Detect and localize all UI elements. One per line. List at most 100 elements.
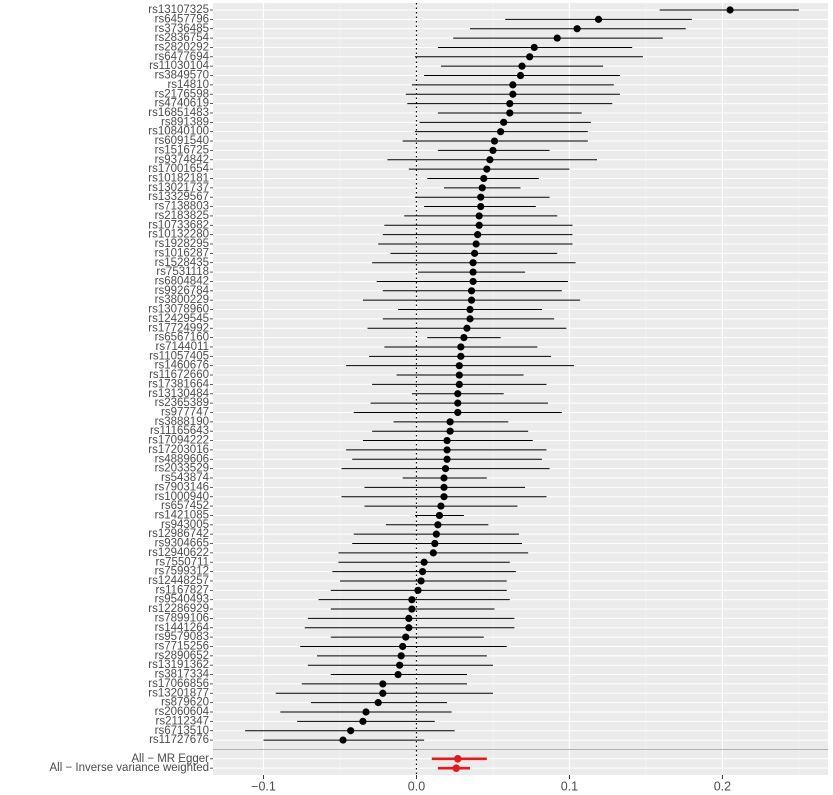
row-label: rs1016287 — [155, 247, 209, 259]
point-estimate — [443, 455, 451, 463]
row-label: rs16851483 — [148, 107, 209, 119]
row-label: rs7144011 — [156, 341, 210, 353]
point-estimate — [518, 62, 526, 70]
point-estimate — [526, 53, 534, 61]
point-estimate — [414, 586, 422, 594]
summary-estimate — [452, 764, 461, 772]
point-estimate — [471, 249, 479, 257]
x-tick-label: 0.2 — [714, 779, 731, 793]
row-label: rs1441264 — [155, 622, 210, 634]
point-estimate — [726, 6, 734, 14]
row-label: rs13329567 — [148, 191, 209, 203]
row-label: rs6567160 — [155, 332, 209, 344]
row-label: rs2112347 — [156, 715, 210, 727]
row-label: rs9579083 — [155, 631, 209, 643]
row-label: rs657452 — [161, 500, 209, 512]
point-estimate — [454, 408, 462, 417]
point-estimate — [443, 436, 451, 445]
point-estimate — [362, 708, 370, 716]
point-estimate — [516, 71, 525, 80]
point-estimate — [475, 221, 483, 229]
row-label: rs977747 — [161, 407, 209, 419]
row-label: rs4740619 — [155, 98, 209, 110]
point-estimate — [359, 717, 367, 725]
point-estimate — [460, 334, 468, 342]
row-label: rs7715256 — [155, 641, 209, 653]
row-label: rs7903146 — [155, 481, 209, 493]
row-label: rs9540493 — [155, 594, 209, 606]
point-estimate — [405, 614, 413, 623]
x-tick-label: 0.1 — [561, 779, 578, 793]
row-label: rs9926784 — [155, 285, 210, 297]
row-label: rs943005 — [161, 519, 209, 531]
point-estimate — [420, 558, 428, 566]
summary-label: All − Inverse variance weighted — [50, 762, 210, 774]
point-estimate — [440, 474, 448, 482]
row-label: rs13191362 — [148, 659, 209, 671]
row-label: rs13130484 — [148, 388, 209, 400]
point-estimate — [454, 390, 462, 398]
row-label: rs13107325 — [148, 4, 209, 16]
point-estimate — [379, 680, 387, 688]
row-label: rs3849570 — [155, 70, 209, 82]
point-estimate — [463, 324, 471, 332]
point-estimate — [455, 371, 463, 379]
point-estimate — [478, 184, 486, 192]
row-label: rs13201877 — [148, 687, 209, 699]
row-label: rs11057405 — [149, 350, 209, 362]
row-label: rs1167827 — [156, 584, 210, 596]
point-estimate — [506, 100, 514, 108]
point-estimate — [475, 212, 483, 220]
row-label: rs11727676 — [149, 734, 209, 746]
row-label: rs1460676 — [155, 360, 209, 372]
point-estimate — [408, 596, 416, 604]
point-estimate — [443, 446, 451, 454]
row-label: rs10132280 — [148, 229, 209, 241]
row-label: rs10733682 — [148, 219, 209, 231]
row-label: rs17094222 — [148, 435, 209, 447]
point-estimate — [489, 146, 497, 154]
point-estimate — [477, 193, 485, 201]
panel-background — [213, 3, 828, 775]
row-label: rs1528435 — [155, 257, 209, 269]
point-estimate — [500, 118, 508, 126]
row-label: rs14810 — [167, 79, 209, 91]
row-label: rs2060604 — [155, 706, 210, 718]
point-estimate — [457, 352, 465, 360]
point-estimate — [437, 502, 445, 510]
row-label: rs6091540 — [155, 135, 209, 147]
point-estimate — [477, 202, 485, 211]
row-label: rs7899106 — [155, 612, 209, 624]
row-label: rs2820292 — [155, 41, 209, 53]
point-estimate — [472, 240, 480, 248]
point-estimate — [429, 549, 437, 557]
row-label: rs11165643 — [150, 425, 209, 437]
row-label: rs2183825 — [155, 210, 209, 222]
row-label: rs7138803 — [155, 201, 209, 213]
point-estimate — [405, 624, 413, 632]
point-estimate — [408, 605, 416, 613]
row-label: rs1421085 — [155, 509, 209, 521]
point-estimate — [594, 15, 603, 23]
row-label: rs11672660 — [149, 369, 209, 381]
row-label: rs2176598 — [155, 88, 209, 100]
row-label: rs17381664 — [148, 378, 209, 390]
point-estimate — [374, 699, 382, 707]
point-estimate — [553, 34, 561, 42]
point-estimate — [483, 165, 491, 173]
point-estimate — [474, 231, 482, 239]
row-label: rs6457796 — [155, 13, 209, 25]
row-label: rs9304665 — [155, 538, 209, 550]
row-label: rs3736485 — [155, 23, 209, 35]
point-estimate — [573, 25, 581, 33]
summary-estimate — [453, 755, 462, 763]
point-estimate — [440, 493, 448, 501]
row-label: rs12286929 — [148, 603, 209, 615]
point-estimate — [457, 343, 465, 351]
point-estimate — [394, 670, 402, 679]
row-label: rs2365389 — [155, 397, 209, 409]
row-label: rs1000940 — [155, 491, 209, 503]
row-label: rs3888190 — [155, 416, 209, 428]
row-label: rs879620 — [161, 697, 209, 709]
point-estimate — [469, 277, 477, 286]
